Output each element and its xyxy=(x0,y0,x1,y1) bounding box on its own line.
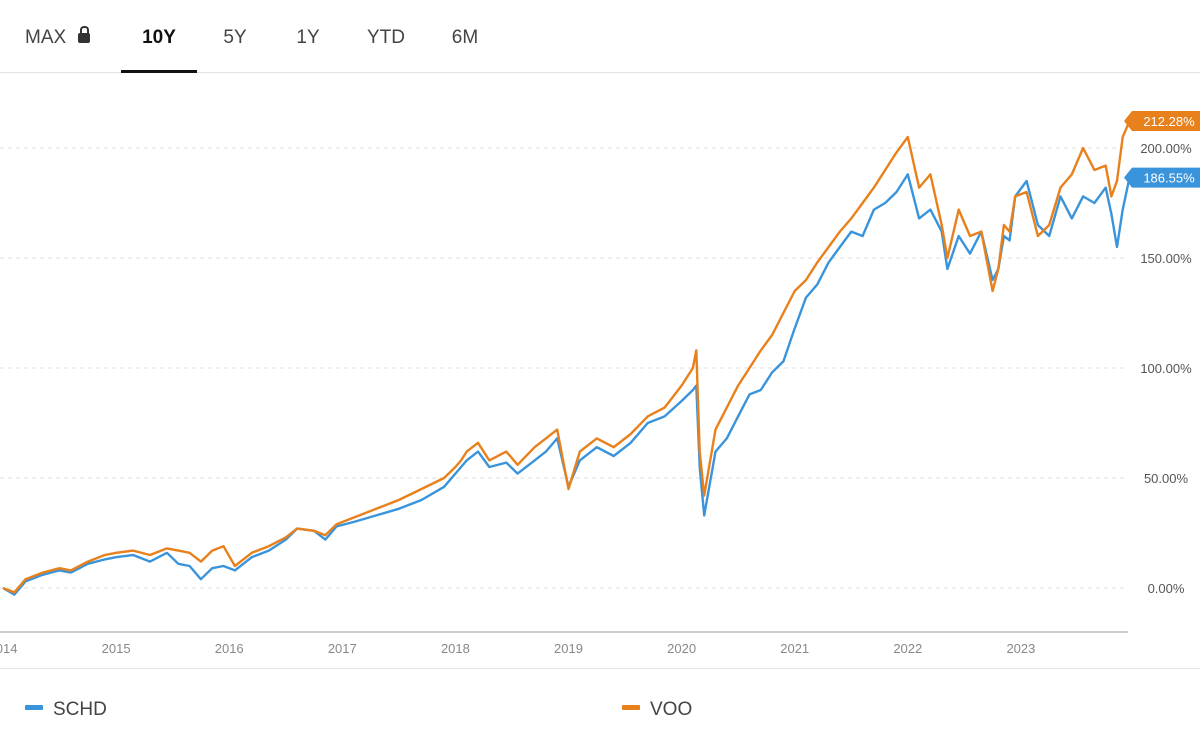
tab-10y[interactable]: 10Y xyxy=(121,0,197,73)
x-tick-label: 2016 xyxy=(215,641,244,656)
x-tick-label: 2022 xyxy=(893,641,922,656)
y-tick-label: 150.00% xyxy=(1140,251,1192,266)
timeframe-tab-bar: MAX 10Y 5Y 1Y YTD 6M xyxy=(0,0,1200,73)
end-label-schd: 186.55% xyxy=(1143,171,1195,186)
tab-1y-label: 1Y xyxy=(296,27,320,48)
legend-swatch-schd xyxy=(25,705,43,711)
y-tick-label: 0.00% xyxy=(1148,581,1185,596)
tab-5y[interactable]: 5Y xyxy=(205,0,265,72)
performance-chart: 0.00% 50.00% 100.00% 150.00% 200.00% 2014 2015… xyxy=(0,110,1200,656)
x-tick-label: 2018 xyxy=(441,641,470,656)
x-tick-label: 2015 xyxy=(102,641,131,656)
legend-swatch-voo xyxy=(622,705,640,711)
tab-ytd-label: YTD xyxy=(367,27,405,48)
end-badge-voo xyxy=(1124,110,1200,131)
series-line-voo xyxy=(2,120,1131,594)
tab-5y-label: 5Y xyxy=(223,27,247,48)
x-tick-label: 2023 xyxy=(1006,641,1035,656)
legend-label-voo: VOO xyxy=(650,699,693,720)
y-tick-label: 100.00% xyxy=(1140,361,1192,376)
tab-max-label: MAX xyxy=(25,27,67,48)
tab-max[interactable]: MAX xyxy=(25,0,105,72)
series-line-schd xyxy=(2,173,1131,596)
legend-item-schd[interactable]: SCHD xyxy=(25,696,107,724)
x-tick-label: 2019 xyxy=(554,641,583,656)
lock-icon xyxy=(78,26,91,43)
tab-ytd[interactable]: YTD xyxy=(355,0,417,72)
legend-label-schd: SCHD xyxy=(53,699,107,720)
tab-6m[interactable]: 6M xyxy=(435,0,495,72)
legend-divider xyxy=(0,668,1200,669)
tab-10y-label: 10Y xyxy=(142,27,176,48)
x-tick-label: 2017 xyxy=(328,641,357,656)
x-tick-label: 2020 xyxy=(667,641,696,656)
legend-item-voo[interactable]: VOO xyxy=(622,696,692,724)
x-tick-label: 2014 xyxy=(0,641,17,656)
y-tick-label: 200.00% xyxy=(1140,141,1192,156)
y-tick-label: 50.00% xyxy=(1144,471,1189,486)
end-label-voo: 212.28% xyxy=(1143,114,1195,129)
x-tick-label: 2021 xyxy=(780,641,809,656)
tab-6m-label: 6M xyxy=(451,27,479,48)
tab-1y[interactable]: 1Y xyxy=(278,0,338,72)
end-badge-schd xyxy=(1124,167,1200,188)
